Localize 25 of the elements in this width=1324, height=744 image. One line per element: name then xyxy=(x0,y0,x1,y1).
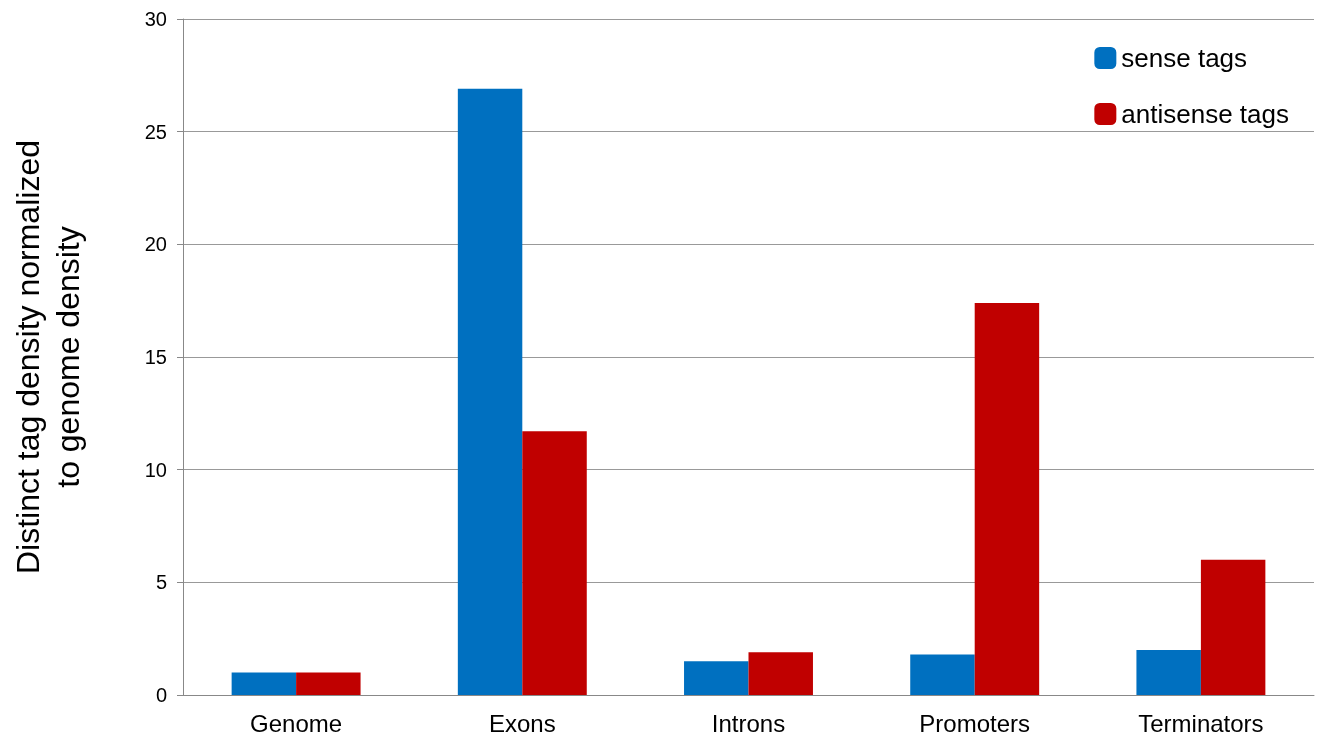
y-tick-label: 20 xyxy=(144,233,167,256)
y-tick-label: 30 xyxy=(144,8,167,30)
y-tick-label: 10 xyxy=(144,458,167,481)
x-tick-label: Genome xyxy=(250,709,343,737)
x-tick-label: Promoters xyxy=(919,709,1031,737)
bar xyxy=(684,661,749,695)
bar xyxy=(748,652,813,695)
x-tick-label: Introns xyxy=(711,709,786,737)
bar xyxy=(296,672,361,695)
bar xyxy=(974,302,1040,695)
y-tick-label: 0 xyxy=(155,684,167,706)
bar xyxy=(1200,559,1266,695)
y-tick-label: 5 xyxy=(155,571,167,594)
legend-label: sense tags xyxy=(1121,43,1248,73)
legend-label: antisense tags xyxy=(1121,99,1289,129)
y-axis-title: Distinct tag density normalized to genome density xyxy=(10,140,86,574)
bar xyxy=(522,431,587,695)
bar xyxy=(231,672,297,695)
bar xyxy=(1136,649,1201,695)
y-tick-label: 15 xyxy=(144,346,167,368)
x-tick-label: Terminators xyxy=(1138,709,1264,737)
bar xyxy=(457,88,523,695)
y-tick-label: 25 xyxy=(144,120,167,143)
bar xyxy=(910,654,975,695)
x-tick-label: Exons xyxy=(488,709,556,737)
